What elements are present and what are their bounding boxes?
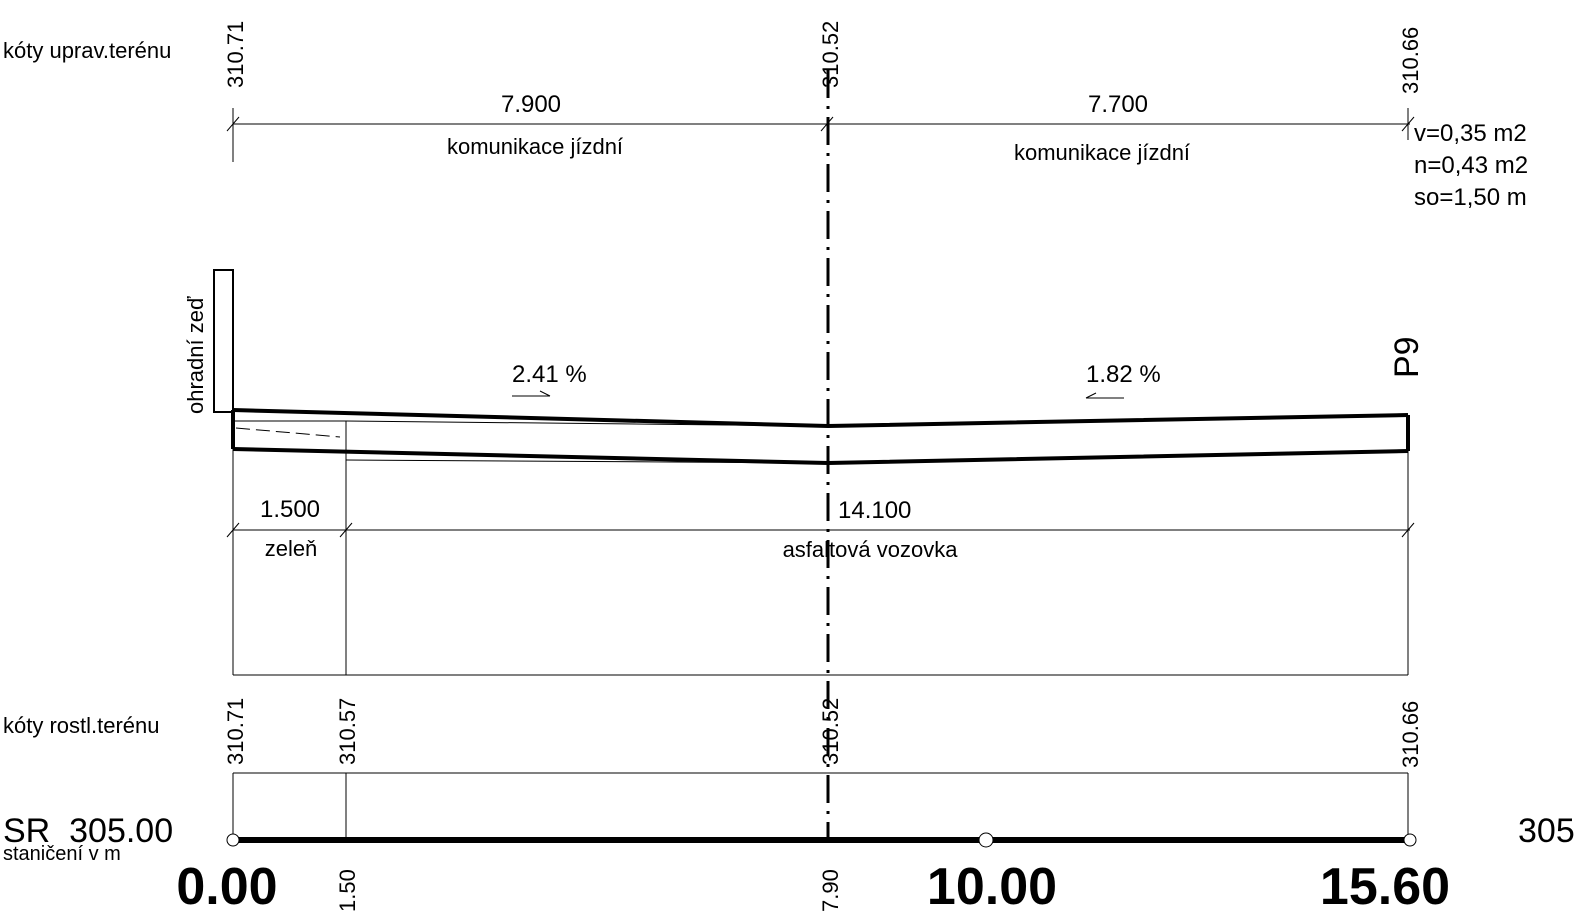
area-n: n=0,43 m2 — [1414, 152, 1528, 179]
profile-name: P9 — [1388, 336, 1426, 378]
road-structure — [231, 408, 1410, 466]
top-dimension-right-value: 7.700 — [1088, 91, 1148, 118]
bottom-dimension-line — [226, 449, 1415, 676]
slope-left: 2.41 % — [512, 361, 587, 388]
area-so: so=1,50 m — [1414, 184, 1527, 211]
slope-right: 1.82 % — [1086, 361, 1161, 388]
boundary-wall — [213, 269, 234, 413]
station-marker-10 — [978, 832, 994, 848]
slope-right-arrow — [1085, 392, 1124, 399]
upper-elevation-right: 310.66 — [1398, 27, 1423, 94]
green-strip-width: 1.500 — [260, 496, 320, 523]
reference-level-right-label: 305 — [1518, 812, 1574, 850]
upper-terrain-label: kóty uprav.terénu — [3, 38, 171, 63]
station-0: 0.00 — [176, 858, 277, 916]
station-10: 10.00 — [927, 858, 1057, 916]
wall-label: ohradní zeď — [183, 296, 208, 414]
top-dimension-line — [226, 108, 1415, 162]
asphalt-width: 14.100 — [838, 497, 911, 524]
reference-box — [232, 772, 1409, 840]
existing-terrain-label: kóty rostl.terénu — [3, 713, 160, 738]
station-marker-start — [226, 833, 240, 847]
reference-level-label: SR 305.00 — [3, 812, 173, 850]
lower-elevation-2: 310.57 — [335, 698, 360, 765]
green-strip-label: zeleň — [265, 536, 318, 561]
station-15-60: 15.60 — [1320, 858, 1450, 916]
lower-elevation-1: 310.71 — [223, 698, 248, 765]
asphalt-label: asfaltová vozovka — [783, 537, 959, 562]
top-dimension-left-label: komunikace jízdní — [447, 134, 623, 159]
slope-left-arrow — [512, 390, 551, 397]
upper-elevation-center: 310.52 — [818, 21, 843, 88]
top-dimension-left-value: 7.900 — [501, 91, 561, 118]
top-dimension-right-label: komunikace jízdní — [1014, 140, 1190, 165]
station-7-90: 7.90 — [818, 869, 843, 912]
station-1-50: 1.50 — [335, 869, 360, 912]
upper-elevation-left: 310.71 — [223, 21, 248, 88]
area-v: v=0,35 m2 — [1414, 120, 1527, 147]
lower-elevation-4: 310.66 — [1398, 701, 1423, 768]
station-marker-end — [1403, 833, 1417, 847]
lower-elevation-3: 310.52 — [818, 698, 843, 765]
stationing-label: staničení v m — [3, 843, 121, 865]
